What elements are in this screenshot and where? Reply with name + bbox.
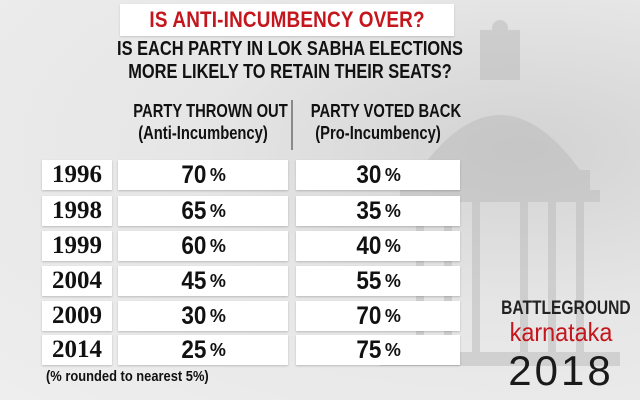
anti-incumbency-cell: 30% [118,301,288,331]
percent-sign: % [209,306,226,326]
column-header-anti-incumbency: PARTY THROWN OUT (Anti-Incumbency) [118,100,288,152]
subtitle-line-2: MORE LIKELY TO RETAIN THEIR SEATS? [128,61,452,83]
anti-value: 45 [181,266,207,295]
battleground-karnataka-logo: BATTLEGROUND karnataka 2018 [488,290,634,394]
percent-sign: % [209,340,226,360]
anti-incumbency-cell: 65% [118,196,288,226]
pro-value: 55 [356,266,382,295]
pro-value: 35 [356,196,382,225]
brand-line-2: karnataka [509,317,613,347]
anti-value: 30 [181,301,207,330]
percent-sign: % [209,271,226,291]
column-header-pro-incumbency: PARTY VOTED BACK (Pro-Incumbency) [296,100,462,152]
anti-value: 25 [181,335,207,364]
anti-value: 70 [181,160,207,189]
pro-value: 40 [356,231,382,260]
percent-sign: % [384,340,401,360]
pro-value: 75 [356,335,382,364]
brand-line-1: BATTLEGROUND [501,298,631,319]
pro-value: 70 [356,301,382,330]
percent-sign: % [384,236,401,256]
pro-value: 30 [356,160,382,189]
pro-incumbency-cell: 70% [296,301,460,331]
anti-value: 60 [181,231,207,260]
anti-incumbency-cell: 45% [118,266,288,296]
pro-incumbency-cell: 40% [296,231,460,261]
anti-incumbency-cell: 60% [118,231,288,261]
subtitle: IS EACH PARTY IN LOK SABHA ELECTIONS MOR… [101,38,478,84]
percent-sign: % [209,165,226,185]
anti-incumbency-cell: 70% [118,160,288,190]
pro-incumbency-cell: 30% [296,160,460,190]
year-cell: 1999 [42,231,112,261]
pro-incumbency-cell: 35% [296,196,460,226]
percent-sign: % [384,201,401,221]
anti-incumbency-cell: 25% [118,335,288,365]
title-banner: IS ANTI-INCUMBENCY OVER? [120,4,454,36]
percent-sign: % [209,201,226,221]
subtitle-line-1: IS EACH PARTY IN LOK SABHA ELECTIONS [117,38,463,60]
pro-incumbency-cell: 75% [296,335,460,365]
anti-value: 65 [181,196,207,225]
year-cell: 1996 [42,160,112,190]
column-divider [291,100,293,150]
column-subheading: (Anti-Incumbency) [138,123,268,143]
page-title: IS ANTI-INCUMBENCY OVER? [149,7,425,32]
column-subheading: (Pro-Incumbency) [315,123,441,143]
percent-sign: % [384,165,401,185]
pro-incumbency-cell: 55% [296,266,460,296]
column-heading: PARTY THROWN OUT [133,101,288,121]
column-heading: PARTY VOTED BACK [310,101,462,121]
percent-sign: % [384,306,401,326]
year-cell: 2009 [42,301,112,331]
year-cell: 2004 [42,266,112,296]
percent-sign: % [209,236,226,256]
year-cell: 2014 [42,335,112,365]
percent-sign: % [384,271,401,291]
footnote: (% rounded to nearest 5%) [46,368,209,385]
brand-line-3: 2018 [508,347,614,394]
year-cell: 1998 [42,196,112,226]
